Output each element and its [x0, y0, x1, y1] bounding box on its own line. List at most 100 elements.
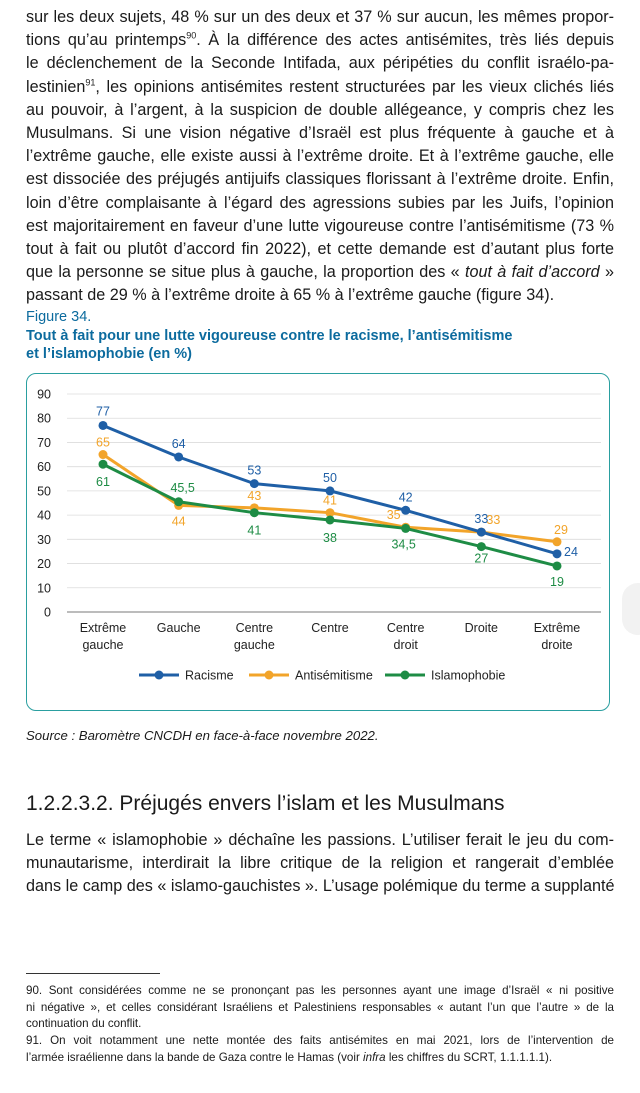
data-label: 33 [486, 513, 500, 527]
data-label: 53 [247, 464, 261, 478]
footnote-ref[interactable]: 91 [85, 77, 96, 88]
text-line: que la personne se situe plus à gauche, … [26, 263, 614, 282]
x-tick-label: Centre [236, 621, 274, 635]
x-tick-label: droit [394, 638, 419, 652]
data-label: 34,5 [391, 537, 415, 551]
page-scroll-tab[interactable] [622, 583, 640, 635]
footnote-line: l’armée israélienne dans la bande de Gaz… [26, 1050, 553, 1064]
text-line: l’extrême gauche, elle existe aussi à l’… [26, 147, 614, 166]
data-label: 45,5 [170, 481, 194, 495]
text-line: sur les deux sujets, 48 % sur un des deu… [26, 8, 614, 26]
text-line: tout à fait ou plutôt d’accord fin 2022)… [26, 239, 614, 258]
data-point [174, 497, 184, 507]
x-tick-label: Extrême [80, 621, 127, 635]
data-label: 42 [399, 490, 413, 504]
body-paragraph: Le terme « islamophobie » déchaîne les p… [26, 829, 614, 899]
legend-marker [264, 670, 274, 680]
footnote-90: 90. Sont considérées comme ne se prononç… [26, 983, 614, 1033]
legend-label: Antisémitisme [295, 669, 373, 683]
data-label: 64 [172, 437, 186, 451]
y-tick-label: 50 [37, 484, 51, 498]
x-tick-label: Extrême [534, 621, 581, 635]
text-line: Musulmans. Si une vision négative d’Isra… [26, 123, 614, 142]
data-point [174, 452, 184, 462]
text-line: passant de 29 % à l’extrême droite à 65 … [26, 286, 555, 305]
data-point [552, 537, 562, 547]
intro-paragraph: sur les deux sujets, 48 % sur un des deu… [26, 6, 614, 307]
legend-label: Racisme [185, 669, 234, 683]
data-point [552, 549, 562, 559]
data-label: 61 [96, 475, 110, 489]
legend-marker [154, 670, 164, 680]
x-tick-label: gauche [234, 638, 275, 652]
x-tick-label: Droite [465, 621, 498, 635]
data-point [401, 505, 411, 515]
y-tick-label: 40 [37, 509, 51, 523]
data-point [552, 561, 562, 571]
x-tick-label: Centre [311, 621, 349, 635]
text-line: munautarisme, interdirait la libre criti… [26, 854, 614, 873]
data-label: 43 [247, 489, 261, 503]
data-point [249, 479, 259, 489]
data-point [98, 420, 108, 430]
y-tick-label: 60 [37, 460, 51, 474]
x-tick-label: Gauche [157, 621, 201, 635]
text-line: lestinien91, les opinions antisémites re… [26, 77, 614, 96]
text-line: tions qu’au printemps90. À la différence… [26, 30, 614, 50]
text-line: dans le camp des « islamo-gauchistes ». … [26, 877, 614, 896]
y-tick-label: 90 [37, 388, 51, 402]
data-label: 27 [474, 552, 488, 566]
data-label: 77 [96, 404, 110, 418]
figure-title: Tout à fait pour une lutte vigoureuse co… [26, 328, 513, 362]
data-point [476, 542, 486, 552]
line-chart: 0 10 20 30 40 50 60 70 80 90 Extrême gauche Gauche Ce… [37, 388, 601, 683]
footnote-line: 91. On voit notamment une nette montée d… [26, 1034, 614, 1047]
section-title: 1.2.2.3.2. Préjugés envers l’islam et le… [26, 792, 505, 815]
data-point [249, 508, 259, 518]
text-line: est majoritairement en faveur d’une lutt… [26, 216, 614, 235]
figure-source: Source : Baromètre CNCDH en face-à-face … [26, 728, 379, 743]
data-point [325, 508, 335, 518]
footnote-line: 90. Sont considérées comme ne se prononç… [26, 984, 614, 997]
footnote-line: ni négative », et celles considérant Isr… [26, 1000, 614, 1014]
data-point [98, 450, 108, 460]
figure-number: Figure 34. [26, 309, 92, 325]
x-tick-label: droite [541, 638, 572, 652]
data-label: 29 [554, 523, 568, 537]
data-label: 41 [323, 494, 337, 508]
data-label: 50 [323, 471, 337, 485]
text-line: loin d’être complaisante à l’égard des a… [26, 193, 614, 212]
data-label: 38 [323, 531, 337, 545]
footnote-91: 91. On voit notamment une nette montée d… [26, 1033, 614, 1066]
data-label: 24 [564, 545, 578, 559]
y-tick-label: 10 [37, 581, 51, 595]
y-tick-label: 20 [37, 557, 51, 571]
text-line: Le terme « islamophobie » déchaîne les p… [26, 831, 614, 849]
data-label: 44 [172, 514, 186, 528]
data-point [325, 515, 335, 525]
data-label: 33 [474, 512, 488, 526]
data-point [476, 527, 486, 537]
y-tick-label: 80 [37, 412, 51, 426]
text-line: est dissociée des préjugés antijuifs cla… [26, 170, 614, 189]
chart-frame: 0 10 20 30 40 50 60 70 80 90 Extrême gauche Gauche Ce… [26, 373, 610, 711]
text-line: au pouvoir, à l’argent, à la suspicion d… [26, 100, 614, 119]
x-tick-label: gauche [82, 638, 123, 652]
footnote-line: continuation du conflit. [26, 1017, 142, 1030]
data-label: 41 [247, 524, 261, 538]
y-tick-label: 0 [44, 606, 51, 620]
footnote-divider [26, 973, 160, 974]
text-line: le déclenchement de la Seconde Intifada,… [26, 54, 614, 73]
y-tick-label: 30 [37, 533, 51, 547]
y-tick-label: 70 [37, 436, 51, 450]
data-point [401, 523, 411, 533]
data-label: 19 [550, 575, 564, 589]
x-tick-label: Centre [387, 621, 425, 635]
data-label: 65 [96, 436, 110, 450]
data-point [98, 459, 108, 469]
footnote-ref[interactable]: 90 [186, 30, 197, 41]
legend-marker [400, 670, 410, 680]
data-label: 35 [387, 508, 401, 522]
legend-label: Islamophobie [431, 669, 505, 683]
data-point [325, 486, 335, 496]
